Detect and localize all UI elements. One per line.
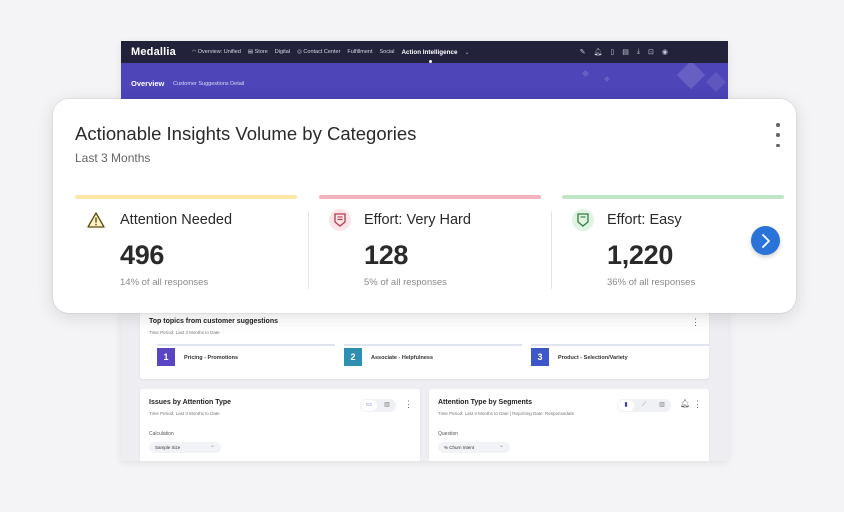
- nav-social[interactable]: Social: [379, 49, 395, 55]
- bar-chart-icon[interactable]: ▮: [618, 400, 634, 411]
- topic-label: Product - Selection/Variety: [558, 355, 628, 361]
- topic-rank: 3: [531, 348, 549, 366]
- effort-easy-icon: [572, 209, 594, 231]
- alert-icon[interactable]: 🔔︎: [680, 399, 691, 408]
- metric-effort-very-hard[interactable]: Effort: Very Hard 128 5% of all response…: [319, 195, 541, 291]
- metric-value: 1,220: [607, 240, 674, 270]
- issues-title: Issues by Attention Type: [149, 399, 232, 406]
- main-nav: ◠ Overview: Unified ▤ Store Digital ◎ Co…: [192, 41, 469, 63]
- topic-rank: 2: [344, 348, 362, 366]
- metric-color-bar: [75, 195, 297, 199]
- metric-note: 5% of all responses: [364, 277, 447, 288]
- top-topics-period: Time Period: Last 3 Months to Date: [149, 330, 220, 335]
- metric-label: Attention Needed: [120, 212, 233, 228]
- more-options-icon[interactable]: ⋮: [691, 317, 700, 327]
- metric-attention-needed[interactable]: Attention Needed 496 14% of all response…: [75, 195, 297, 291]
- metric-divider: [308, 211, 309, 289]
- grid-view-icon[interactable]: ▥: [384, 402, 390, 408]
- toolbar-icons: ✎ 🔔︎ ▯ ▤ ⤓ ⊡ ◉: [580, 41, 668, 63]
- top-topics-title: Top topics from customer suggestions: [149, 318, 278, 325]
- metric-value: 128: [364, 240, 409, 270]
- metric-divider: [551, 211, 552, 289]
- metric-label: Effort: Easy: [607, 212, 682, 228]
- segments-panel: Attention Type by Segments Time Period: …: [429, 389, 709, 461]
- metric-color-bar: [319, 195, 541, 199]
- effort-hard-icon: [329, 209, 351, 231]
- metric-note: 14% of all responses: [120, 277, 209, 288]
- topic-divider: [157, 344, 335, 346]
- decor-diamond: [676, 63, 706, 90]
- warning-icon: [85, 209, 107, 231]
- nav-contact-center[interactable]: ◎ Contact Center: [297, 49, 341, 55]
- segments-period: Time Period: Last 3 Months to Date | Rep…: [438, 411, 575, 416]
- more-options-icon[interactable]: ⋮: [693, 399, 702, 409]
- top-topics-panel: Top topics from customer suggestions Tim…: [140, 309, 709, 379]
- calculation-select[interactable]: Sample Size: [149, 442, 221, 453]
- table-view-icon[interactable]: ▥: [659, 402, 665, 408]
- clipboard-icon[interactable]: ▤: [622, 49, 629, 56]
- nav-store[interactable]: ▤ Store: [247, 49, 268, 55]
- more-options-icon[interactable]: ⋮: [404, 399, 413, 409]
- bell-icon[interactable]: 🔔︎: [593, 49, 603, 56]
- more-options-icon[interactable]: [775, 123, 781, 147]
- nav-action-intelligence[interactable]: Action Intelligence: [401, 48, 458, 63]
- top-nav-bar: Medallia ◠ Overview: Unified ▤ Store Dig…: [121, 41, 728, 63]
- tab-overview[interactable]: Overview: [131, 79, 165, 88]
- next-button[interactable]: [751, 226, 780, 255]
- insights-volume-card: Actionable Insights Volume by Categories…: [53, 99, 796, 313]
- signal-icon: ◠: [192, 49, 198, 55]
- nav-fulfillment[interactable]: Fulfillment: [347, 49, 373, 55]
- metric-label: Effort: Very Hard: [364, 212, 471, 228]
- nav-digital[interactable]: Digital: [274, 49, 291, 55]
- decor-diamond: [706, 72, 726, 92]
- topic-divider: [344, 344, 522, 346]
- topic-label: Pricing - Promotions: [184, 355, 239, 361]
- decor-diamond: [581, 69, 590, 78]
- table-view-icon[interactable]: ▭: [361, 400, 377, 411]
- chevron-right-icon: [761, 233, 770, 248]
- metric-note: 36% of all responses: [607, 277, 696, 288]
- card-subtitle: Last 3 Months: [75, 151, 151, 165]
- line-chart-icon[interactable]: ⟋: [641, 402, 647, 408]
- brand-logo[interactable]: Medallia: [131, 46, 177, 58]
- topic-divider: [531, 344, 709, 346]
- question-label: Question: [438, 431, 459, 437]
- chart-type-toggle: ▮ ⟋ ▥: [617, 399, 671, 412]
- bookmark-icon[interactable]: ⊡: [648, 49, 654, 56]
- topic-label: Associate - Helpfulness: [371, 355, 434, 361]
- headset-icon: ◎: [297, 49, 302, 55]
- tab-customer-suggestions-detail[interactable]: Customer Suggestions Detail: [173, 81, 245, 87]
- card-title: Actionable Insights Volume by Categories: [75, 123, 417, 144]
- nav-overview-unified[interactable]: ◠ Overview: Unified: [192, 49, 241, 55]
- pencil-icon[interactable]: ✎: [579, 49, 586, 56]
- store-icon: ▤: [247, 49, 254, 55]
- download-icon[interactable]: ⤓: [636, 48, 641, 55]
- segments-title: Attention Type by Segments: [438, 399, 532, 406]
- issues-period: Time Period: Last 3 Months to Date: [149, 411, 220, 416]
- metric-color-bar: [562, 195, 784, 199]
- decor-diamond: [604, 76, 610, 82]
- metric-value: 496: [120, 240, 165, 270]
- user-icon[interactable]: ◉: [661, 49, 668, 56]
- view-toggle: ▭ ▥: [360, 399, 396, 412]
- calculation-label: Calculation: [149, 431, 174, 437]
- document-icon[interactable]: ▯: [610, 49, 615, 56]
- sub-nav-bar: Overview Customer Suggestions Detail: [121, 63, 728, 99]
- issues-panel: Issues by Attention Type Time Period: La…: [140, 389, 420, 461]
- chevron-down-icon[interactable]: ⌄: [464, 49, 470, 56]
- question-select[interactable]: % Churn Intent: [438, 442, 510, 453]
- metric-effort-easy[interactable]: Effort: Easy 1,220 36% of all responses: [562, 195, 784, 291]
- topic-rank: 1: [157, 348, 175, 366]
